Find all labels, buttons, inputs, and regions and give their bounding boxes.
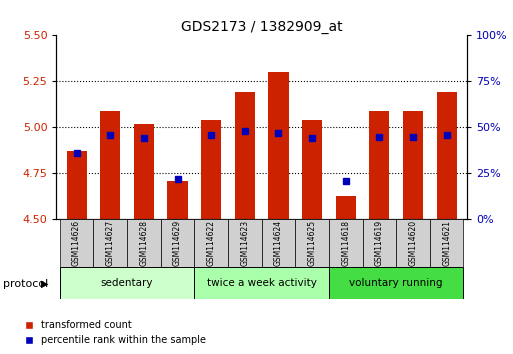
Bar bbox=[228, 219, 262, 267]
Bar bbox=[268, 72, 288, 219]
Bar bbox=[167, 181, 188, 219]
Bar bbox=[100, 111, 121, 219]
Bar bbox=[60, 219, 93, 267]
Bar bbox=[60, 267, 194, 299]
Text: sedentary: sedentary bbox=[101, 278, 153, 288]
Bar bbox=[134, 124, 154, 219]
Bar bbox=[336, 195, 356, 219]
Bar bbox=[262, 219, 295, 267]
Text: GSM114627: GSM114627 bbox=[106, 220, 115, 267]
Bar bbox=[302, 120, 322, 219]
Text: voluntary running: voluntary running bbox=[349, 278, 443, 288]
Bar bbox=[201, 120, 221, 219]
Bar bbox=[369, 111, 389, 219]
Text: GSM114626: GSM114626 bbox=[72, 220, 81, 267]
Bar bbox=[403, 111, 423, 219]
Bar bbox=[437, 92, 457, 219]
Bar bbox=[67, 152, 87, 219]
Text: ▶: ▶ bbox=[41, 279, 49, 289]
Text: GSM114629: GSM114629 bbox=[173, 220, 182, 267]
Bar bbox=[127, 219, 161, 267]
Bar bbox=[161, 219, 194, 267]
Text: GSM114628: GSM114628 bbox=[140, 221, 148, 266]
Text: GSM114624: GSM114624 bbox=[274, 220, 283, 267]
Title: GDS2173 / 1382909_at: GDS2173 / 1382909_at bbox=[181, 21, 343, 34]
Text: GSM114620: GSM114620 bbox=[408, 220, 418, 267]
Text: GSM114621: GSM114621 bbox=[442, 221, 451, 266]
Bar bbox=[295, 219, 329, 267]
Bar bbox=[194, 267, 329, 299]
Bar bbox=[194, 219, 228, 267]
Legend: transformed count, percentile rank within the sample: transformed count, percentile rank withi… bbox=[15, 316, 210, 349]
Bar bbox=[329, 219, 363, 267]
Bar bbox=[235, 92, 255, 219]
Text: GSM114623: GSM114623 bbox=[240, 220, 249, 267]
Bar bbox=[329, 267, 463, 299]
Bar bbox=[430, 219, 463, 267]
Text: GSM114625: GSM114625 bbox=[308, 220, 317, 267]
Text: protocol: protocol bbox=[3, 279, 48, 289]
Bar bbox=[396, 219, 430, 267]
Text: GSM114622: GSM114622 bbox=[207, 221, 215, 266]
Text: GSM114618: GSM114618 bbox=[341, 221, 350, 266]
Text: twice a week activity: twice a week activity bbox=[207, 278, 317, 288]
Bar bbox=[363, 219, 396, 267]
Bar bbox=[93, 219, 127, 267]
Text: GSM114619: GSM114619 bbox=[375, 220, 384, 267]
